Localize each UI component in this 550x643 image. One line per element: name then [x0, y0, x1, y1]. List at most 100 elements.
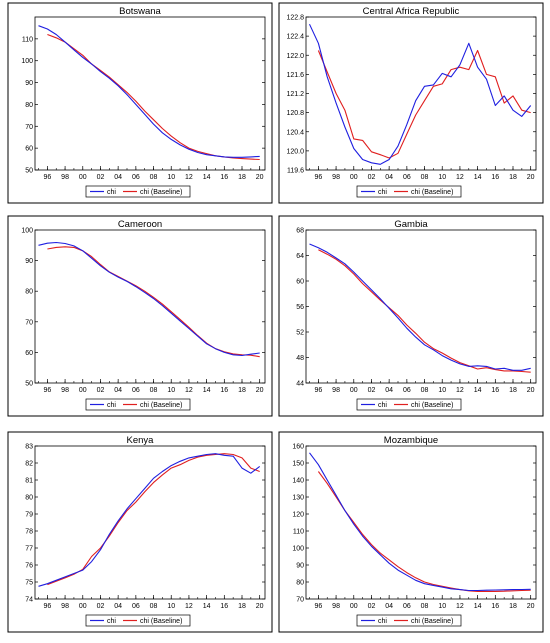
x-tick-label: 00	[79, 174, 87, 181]
x-tick-label: 02	[368, 174, 376, 181]
series-line-chi	[38, 25, 260, 158]
series-line-baseline	[47, 453, 260, 586]
series-line-chi	[38, 241, 260, 357]
y-tick-label: 122.8	[286, 15, 304, 22]
x-tick-label: 98	[332, 387, 340, 394]
x-tick-label: 20	[256, 174, 264, 181]
plot-area	[34, 445, 266, 600]
y-tick-label: 64	[296, 253, 304, 260]
x-tick-label: 16	[220, 387, 228, 394]
panel-frame	[278, 2, 544, 204]
panel-frame	[7, 431, 273, 633]
x-tick-label: 18	[238, 387, 246, 394]
y-tick-label: 50	[25, 381, 33, 388]
x-tick-label: 00	[350, 603, 358, 610]
y-tick-label: 80	[296, 580, 304, 587]
legend-label-baseline: chi (Baseline)	[411, 402, 453, 409]
legend-label-baseline: chi (Baseline)	[140, 618, 182, 625]
x-tick-label: 16	[491, 387, 499, 394]
chart-panel: Gambia 44 48 52 56 60 64 68 96 98 00 02 04 06 08 10 12 14…	[278, 215, 544, 417]
x-tick-label: 96	[43, 387, 51, 394]
y-tick-label: 70	[25, 319, 33, 326]
x-tick-label: 06	[403, 174, 411, 181]
chart-title: Cameroon	[118, 219, 162, 230]
x-tick-label: 04	[114, 174, 122, 181]
x-tick-label: 14	[203, 387, 211, 394]
y-tick-label: 100	[21, 58, 33, 65]
x-tick-label: 96	[43, 174, 51, 181]
x-tick-label: 98	[61, 174, 69, 181]
x-tick-label: 06	[132, 387, 140, 394]
y-tick-label: 122.0	[286, 53, 304, 60]
series-line-baseline	[317, 471, 531, 592]
y-tick-label: 76	[25, 563, 33, 570]
x-tick-label: 08	[421, 387, 429, 394]
series-line-chi	[309, 23, 532, 165]
x-tick-label: 16	[491, 174, 499, 181]
y-tick-label: 150	[292, 461, 304, 468]
legend-label-chi: chi	[378, 402, 387, 409]
x-tick-label: 18	[509, 387, 517, 394]
x-tick-label: 10	[167, 174, 175, 181]
y-tick-label: 75	[25, 580, 33, 587]
y-tick-label: 90	[25, 258, 33, 265]
panel-frame	[7, 2, 273, 204]
legend-box	[356, 398, 462, 411]
y-tick-label: 52	[296, 330, 304, 337]
x-tick-label: 08	[150, 174, 158, 181]
x-tick-label: 14	[474, 387, 482, 394]
x-tick-label: 12	[456, 603, 464, 610]
x-tick-label: 10	[167, 603, 175, 610]
x-tick-label: 02	[97, 174, 105, 181]
x-tick-label: 10	[167, 387, 175, 394]
x-tick-label: 04	[114, 603, 122, 610]
y-tick-label: 60	[296, 279, 304, 286]
legend-label-chi: chi	[107, 402, 116, 409]
x-tick-label: 08	[421, 603, 429, 610]
x-tick-label: 12	[456, 387, 464, 394]
legend-label-chi: chi	[378, 189, 387, 196]
y-tick-label: 130	[292, 495, 304, 502]
y-tick-label: 82	[25, 461, 33, 468]
plot-area	[34, 229, 266, 384]
legend-box	[85, 185, 191, 198]
y-tick-label: 90	[296, 563, 304, 570]
y-tick-label: 110	[293, 529, 304, 536]
y-tick-label: 122.4	[286, 34, 304, 41]
x-tick-label: 06	[403, 603, 411, 610]
x-tick-label: 14	[474, 174, 482, 181]
x-tick-label: 02	[368, 603, 376, 610]
x-tick-label: 98	[61, 387, 69, 394]
x-tick-label: 00	[350, 387, 358, 394]
x-tick-label: 12	[456, 174, 464, 181]
legend-label-baseline: chi (Baseline)	[411, 189, 453, 196]
chart-panel: Botswana 50 60 70 80 90 100 110 96 98 00 02 04 06 08 10…	[7, 2, 273, 204]
y-tick-label: 50	[25, 168, 33, 175]
x-tick-label: 08	[150, 603, 158, 610]
y-tick-label: 160	[292, 444, 304, 451]
x-tick-label: 06	[403, 387, 411, 394]
y-tick-label: 120	[292, 512, 304, 519]
legend-box	[85, 398, 191, 411]
chart-title: Kenya	[127, 435, 155, 446]
y-tick-label: 81	[25, 478, 33, 485]
x-tick-label: 12	[185, 387, 193, 394]
x-tick-label: 00	[350, 174, 358, 181]
y-tick-label: 48	[296, 355, 304, 362]
x-tick-label: 98	[332, 174, 340, 181]
y-tick-label: 119.6	[287, 168, 304, 175]
x-tick-label: 20	[256, 387, 264, 394]
y-tick-label: 74	[25, 597, 33, 604]
x-tick-label: 08	[150, 387, 158, 394]
x-tick-label: 10	[438, 387, 446, 394]
panel-frame	[278, 215, 544, 417]
x-tick-label: 04	[385, 603, 393, 610]
x-tick-label: 16	[220, 603, 228, 610]
legend-box	[356, 185, 462, 198]
x-tick-label: 08	[421, 174, 429, 181]
legend-label-chi: chi	[107, 189, 116, 196]
y-tick-label: 70	[25, 124, 33, 131]
series-line-baseline	[318, 249, 531, 373]
plot-area	[305, 445, 537, 600]
y-tick-label: 100	[292, 546, 304, 553]
